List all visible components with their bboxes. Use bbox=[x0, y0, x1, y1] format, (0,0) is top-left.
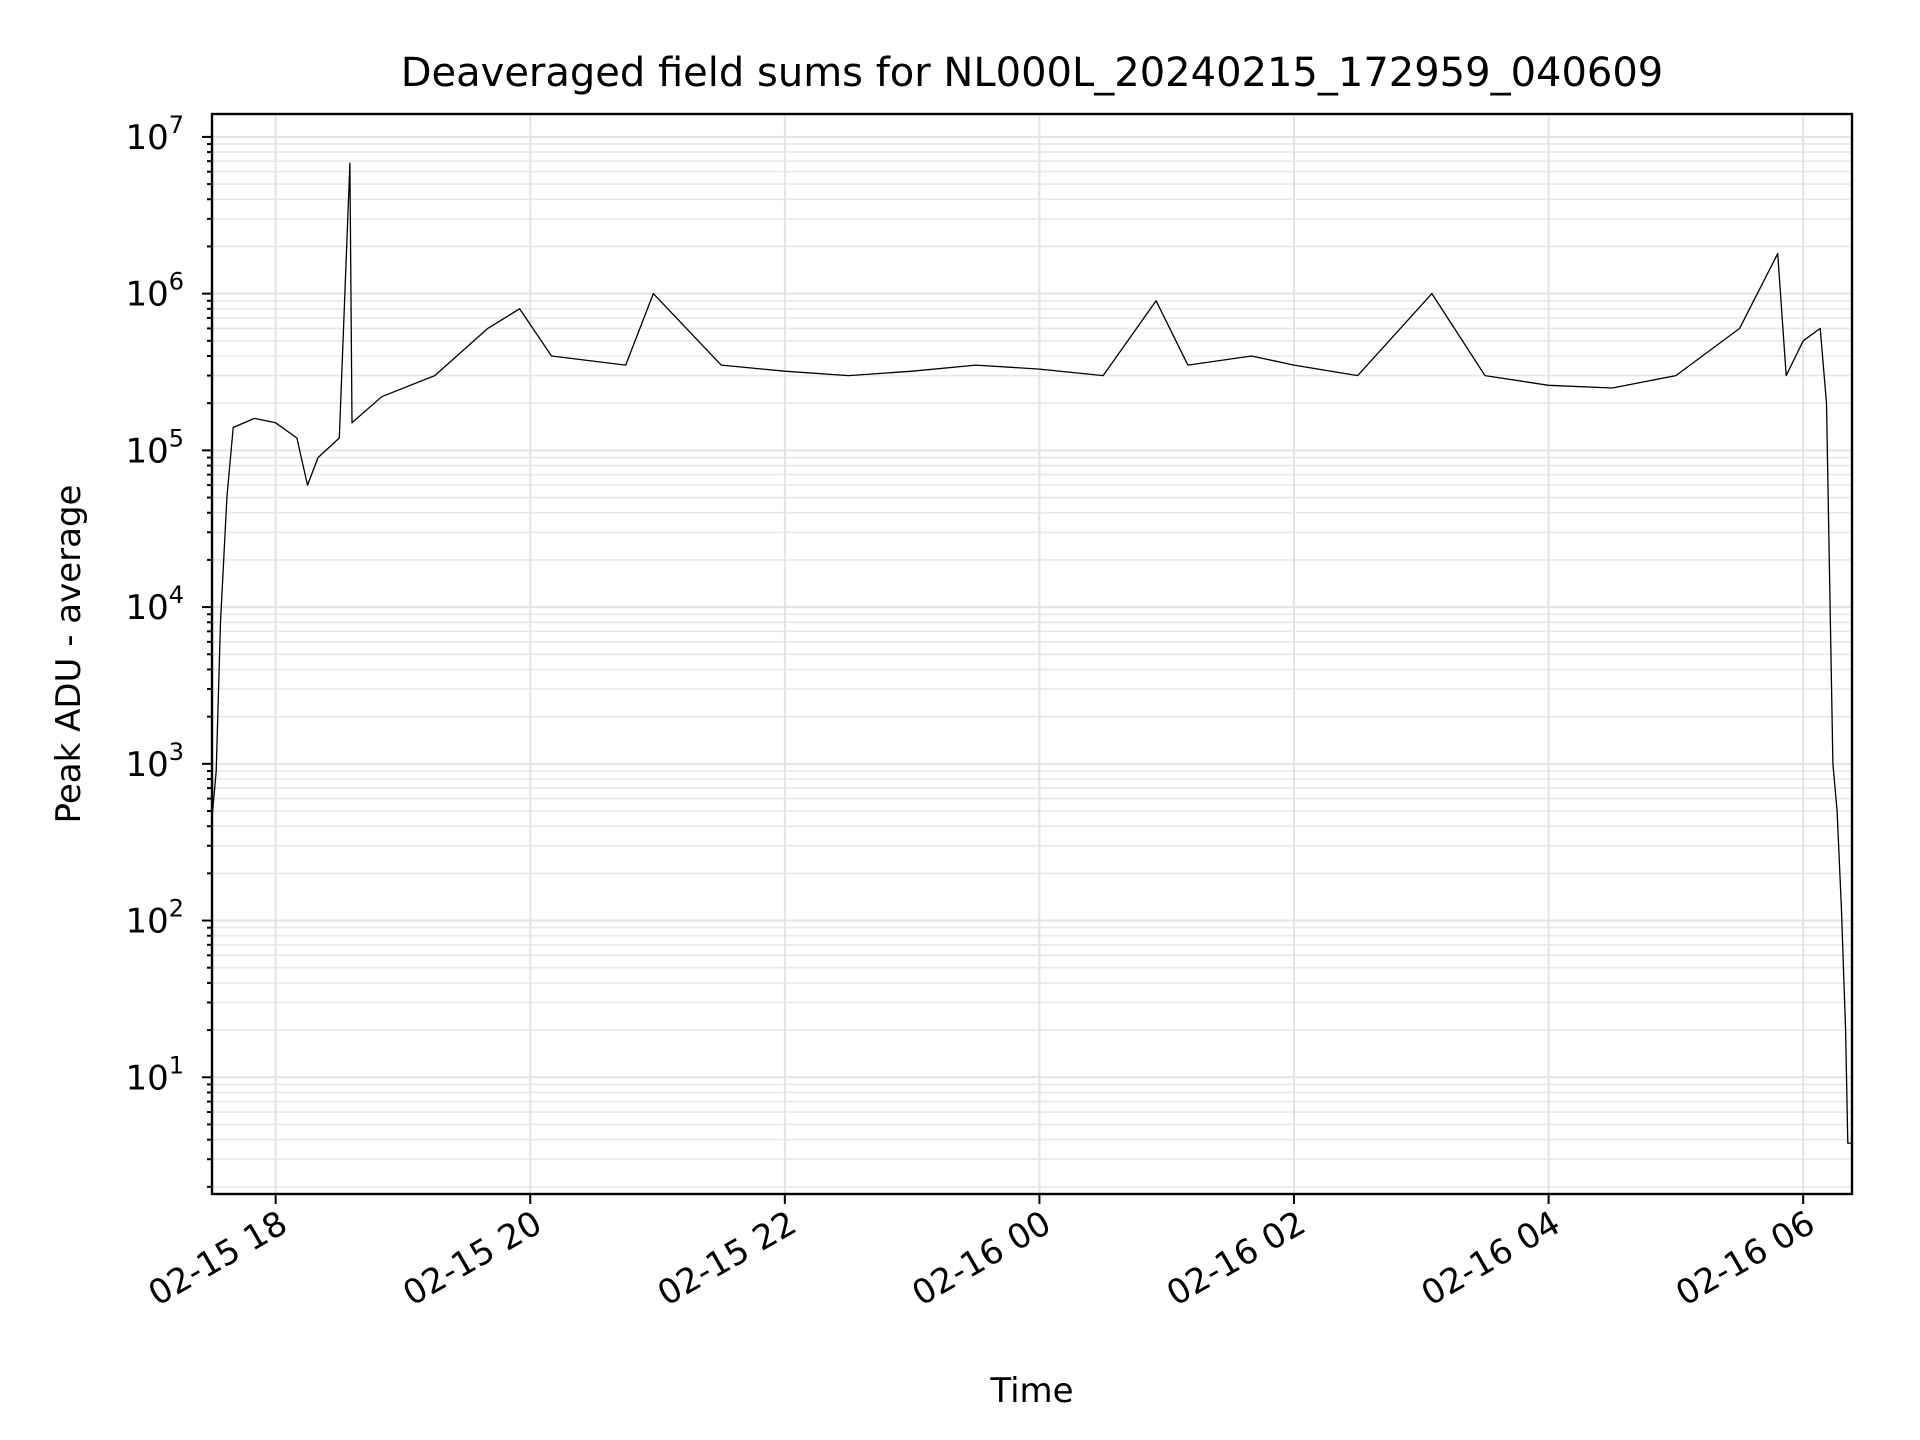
y-tick-label: 103 bbox=[125, 738, 184, 785]
y-tick-label: 102 bbox=[125, 895, 184, 942]
chart-title: Deaveraged field sums for NL000L_2024021… bbox=[401, 50, 1664, 96]
y-axis-label: Peak ADU - average bbox=[49, 485, 89, 824]
y-tick-label: 106 bbox=[125, 268, 184, 315]
x-axis-label: Time bbox=[989, 1371, 1073, 1411]
x-tick-label: 02-16 00 bbox=[906, 1203, 1058, 1314]
axis-ticks: 101 102 103 104 105 106 107 02-15 18 02-15 20 02-… bbox=[125, 111, 1821, 1314]
x-tick-label: 02-15 18 bbox=[142, 1203, 294, 1314]
y-tick-label: 104 bbox=[125, 581, 184, 628]
x-tick-label: 02-15 22 bbox=[651, 1203, 803, 1314]
x-tick-label: 02-16 06 bbox=[1669, 1203, 1821, 1314]
y-tick-label: 101 bbox=[125, 1051, 184, 1098]
y-tick-label: 107 bbox=[125, 111, 184, 158]
x-tick-label: 02-16 02 bbox=[1160, 1203, 1312, 1314]
y-tick-label: 105 bbox=[125, 424, 184, 471]
series-line bbox=[211, 162, 1852, 1144]
x-tick-label: 02-15 20 bbox=[396, 1203, 548, 1314]
x-tick-label: 02-16 04 bbox=[1415, 1203, 1567, 1314]
grid bbox=[212, 114, 1852, 1194]
